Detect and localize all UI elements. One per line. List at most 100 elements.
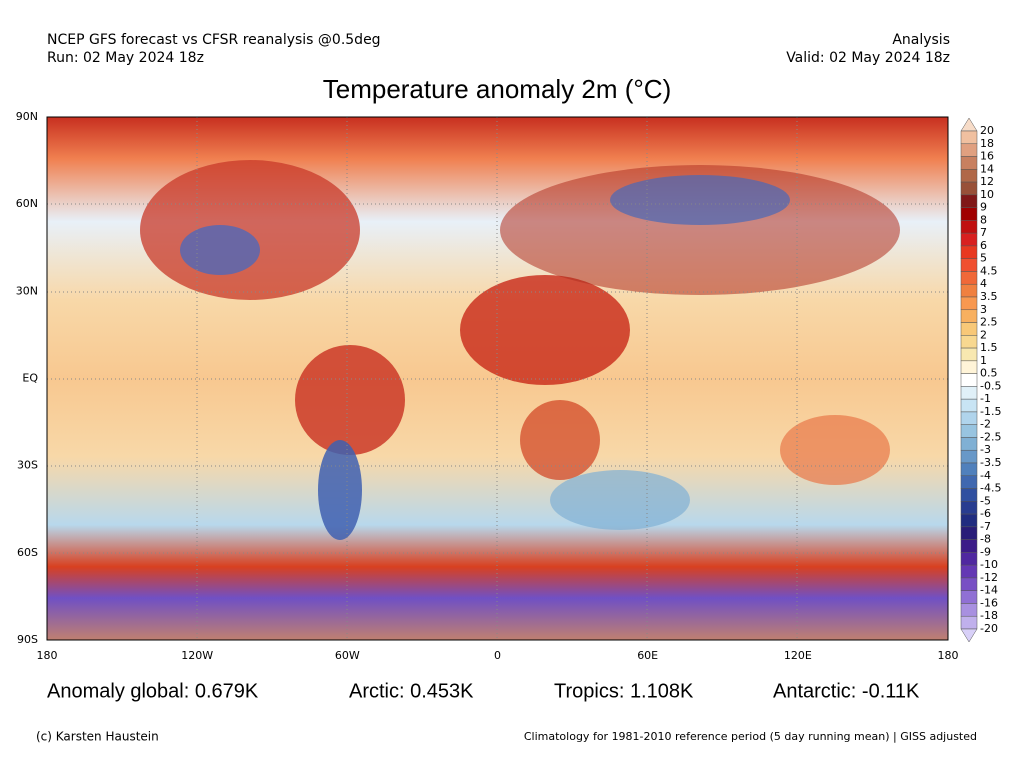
- colorbar-band: [960, 220, 978, 234]
- colorbar-band: [960, 347, 978, 362]
- colorbar-label: 20: [980, 124, 994, 137]
- colorbar-band: [960, 169, 978, 183]
- colorbar-label: 3.5: [980, 290, 998, 303]
- colorbar-label: 0.5: [980, 367, 998, 380]
- colorbar-label: 7: [980, 226, 987, 239]
- lat-label: 60S: [17, 546, 38, 559]
- colorbar-band: [960, 322, 978, 336]
- colorbar-band: [960, 539, 978, 553]
- colorbar-label: -9: [980, 545, 991, 558]
- colorbar-band: [960, 232, 978, 247]
- colorbar-label: 6: [980, 239, 987, 252]
- colorbar-arrow: [960, 628, 978, 643]
- colorbar-label: 5: [980, 252, 987, 265]
- header-line: Run: 02 May 2024 18z: [47, 50, 204, 66]
- colorbar-label: -1: [980, 392, 991, 405]
- colorbar-band: [960, 526, 978, 540]
- colorbar-label: -2: [980, 418, 991, 431]
- colorbar-band: [960, 437, 978, 451]
- lat-label: 30N: [16, 284, 38, 297]
- land-anomaly: [295, 345, 405, 455]
- colorbar-band: [960, 424, 978, 438]
- colorbar-band: [960, 143, 978, 157]
- footer-left: (c) Karsten Haustein: [36, 730, 159, 744]
- colorbar-band: [960, 181, 978, 196]
- colorbar-label: -4.5: [980, 482, 1001, 495]
- lon-label: 180: [938, 649, 959, 662]
- colorbar-band: [960, 360, 978, 374]
- map: [46, 116, 949, 641]
- colorbar-label: 18: [980, 137, 994, 150]
- header-line: Valid: 02 May 2024 18z: [786, 50, 950, 66]
- colorbar-label: 2.5: [980, 316, 998, 329]
- colorbar-label: 16: [980, 150, 994, 163]
- lon-label: 120W: [181, 649, 213, 662]
- colorbar-band: [960, 603, 978, 617]
- colorbar-band: [960, 501, 978, 515]
- land-anomaly: [140, 160, 360, 300]
- lon-label: 0: [494, 649, 501, 662]
- colorbar-label: 1.5: [980, 341, 998, 354]
- land-anomaly: [500, 165, 900, 295]
- colorbar-band: [960, 207, 978, 221]
- lat-label: 60N: [16, 197, 38, 210]
- colorbar-band: [960, 156, 978, 170]
- colorbar-band: [960, 373, 978, 387]
- colorbar-arrow: [960, 117, 978, 132]
- colorbar-band: [960, 577, 978, 591]
- colorbar-label: -20: [980, 622, 998, 635]
- colorbar-label: 4.5: [980, 264, 998, 277]
- land-anomaly: [460, 275, 630, 385]
- map-frame: [46, 116, 949, 641]
- colorbar-band: [960, 488, 978, 502]
- stat: Tropics: 1.108K: [554, 680, 694, 702]
- colorbar-label: 4: [980, 277, 987, 290]
- colorbar-band: [960, 513, 978, 528]
- stat: Anomaly global: 0.679K: [47, 680, 259, 702]
- colorbar-band: [960, 564, 978, 579]
- colorbar-label: -4: [980, 469, 991, 482]
- colorbar-band: [960, 130, 978, 145]
- colorbar-label: -0.5: [980, 379, 1001, 392]
- colorbar-band: [960, 309, 978, 323]
- land-anomaly: [520, 400, 600, 480]
- colorbar-band: [960, 258, 978, 272]
- land-anomaly: [780, 415, 890, 485]
- colorbar-band: [960, 386, 978, 400]
- colorbar-band: [960, 283, 978, 298]
- colorbar-label: -2.5: [980, 430, 1001, 443]
- lat-label: 90S: [17, 633, 38, 646]
- colorbar-label: 9: [980, 201, 987, 214]
- land-anomaly: [318, 440, 362, 540]
- footer-right: Climatology for 1981-2010 reference peri…: [524, 730, 977, 743]
- land-anomaly: [610, 175, 790, 225]
- lon-label: 60W: [335, 649, 360, 662]
- colorbar-label: -18: [980, 609, 998, 622]
- stat: Antarctic: -0.11K: [773, 680, 920, 702]
- colorbar-label: -3: [980, 443, 991, 456]
- colorbar-band: [960, 475, 978, 489]
- colorbar-label: -16: [980, 596, 998, 609]
- colorbar-label: 2: [980, 328, 987, 341]
- header-line: NCEP GFS forecast vs CFSR reanalysis @0.…: [47, 32, 381, 48]
- lat-label: 30S: [17, 459, 38, 472]
- lon-label: 180: [37, 649, 58, 662]
- colorbar-band: [960, 449, 978, 464]
- lat-label: 90N: [16, 110, 38, 123]
- colorbar-band: [960, 245, 978, 259]
- lon-label: 60E: [637, 649, 658, 662]
- header-line: Analysis: [892, 32, 950, 48]
- colorbar-label: 10: [980, 188, 994, 201]
- colorbar-label: 1: [980, 354, 987, 367]
- land-anomaly: [180, 225, 260, 275]
- stat: Arctic: 0.453K: [349, 680, 474, 702]
- colorbar-label: -8: [980, 533, 991, 546]
- colorbar-label: 3: [980, 303, 987, 316]
- colorbar-label: 8: [980, 213, 987, 226]
- colorbar-band: [960, 411, 978, 425]
- colorbar-label: -5: [980, 494, 991, 507]
- colorbar-band: [960, 194, 978, 208]
- ocean-anomaly: [550, 470, 690, 530]
- colorbar-label: -7: [980, 520, 991, 533]
